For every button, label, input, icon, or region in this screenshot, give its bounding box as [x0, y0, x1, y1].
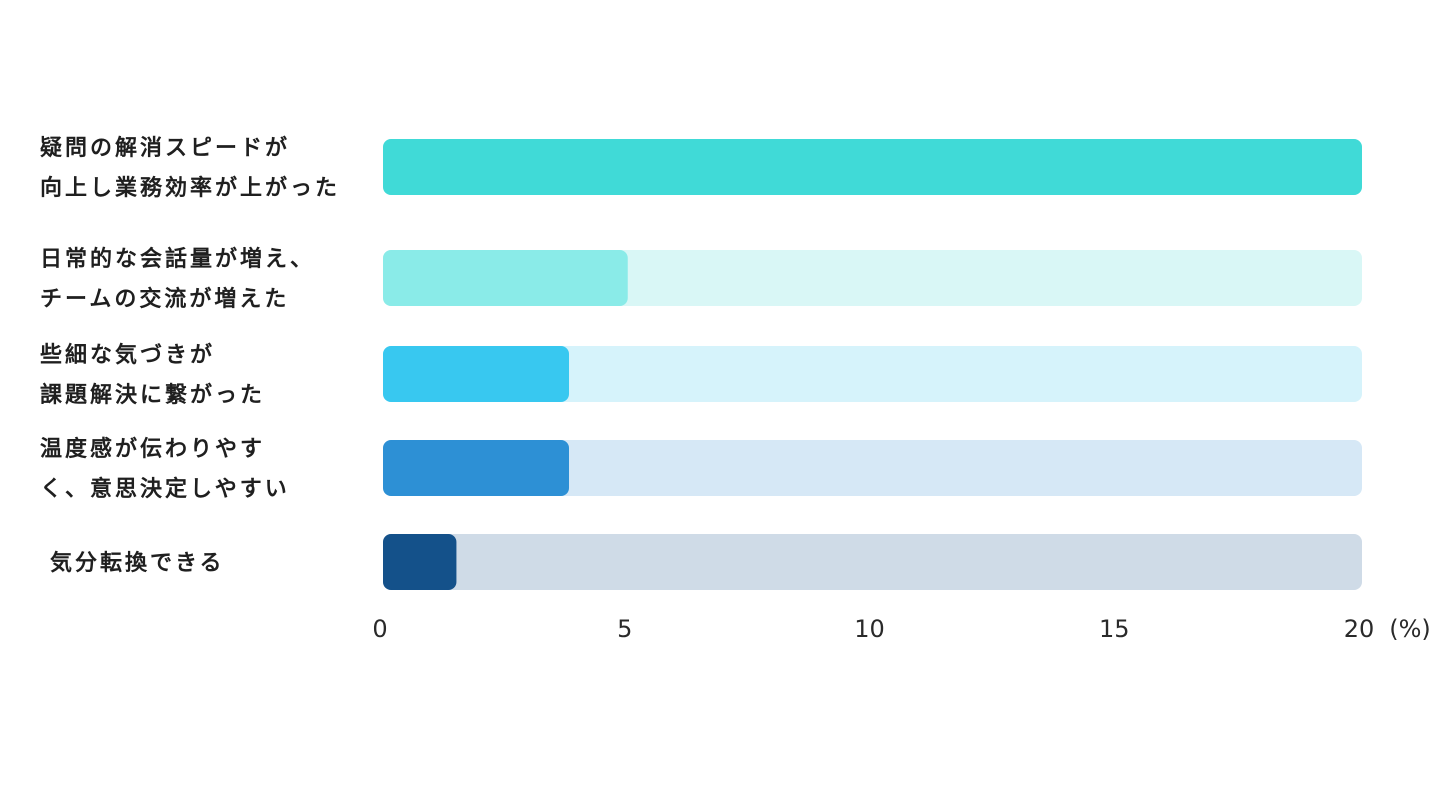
- category-label: 温度感が伝わりやす: [40, 436, 265, 462]
- category-label: 課題解決に繋がった: [40, 382, 265, 408]
- bar: [383, 440, 570, 496]
- category-label: チームの交流が増えた: [40, 286, 289, 312]
- bar-track: [383, 346, 1362, 402]
- x-axis: 0 5 10 15 20 (%): [372, 615, 1430, 643]
- bars: [383, 139, 1362, 590]
- x-tick-label: 15: [1099, 615, 1130, 643]
- x-tick-label: 0: [372, 615, 387, 643]
- bar: [383, 346, 570, 402]
- bar-track: [383, 440, 1362, 496]
- bar-track: [383, 534, 1362, 590]
- category-label: 日常的な会話量が増え、: [40, 246, 315, 272]
- category-label: 疑問の解消スピードが: [40, 135, 290, 161]
- x-tick-label: 5: [617, 615, 632, 643]
- category-label: 些細な気づきが: [40, 342, 215, 368]
- bar: [383, 534, 457, 590]
- x-tick-label: 20: [1344, 615, 1375, 643]
- x-tick-label: 10: [854, 615, 885, 643]
- category-label: 向上し業務効率が上がった: [40, 175, 340, 201]
- bar: [383, 139, 1362, 195]
- category-label: 気分転換できる: [50, 550, 225, 576]
- bar: [383, 250, 628, 306]
- x-unit-label: (%): [1389, 615, 1431, 643]
- category-labels: 疑問の解消スピードが向上し業務効率が上がった日常的な会話量が増え、チームの交流が…: [40, 135, 340, 576]
- category-label: く、意思決定しやすい: [40, 476, 290, 502]
